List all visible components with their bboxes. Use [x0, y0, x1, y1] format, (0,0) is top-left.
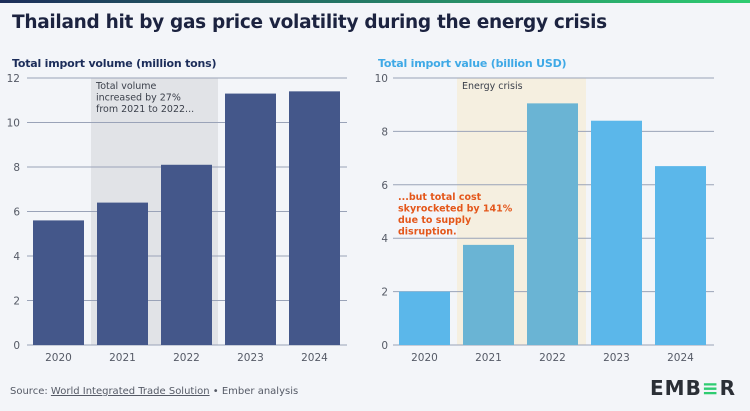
highlight-label: Energy crisis	[462, 81, 523, 92]
annotation-line: ...but total cost	[398, 192, 482, 203]
source-suffix: • Ember analysis	[212, 386, 299, 397]
annotation-line: increased by 27%	[96, 93, 181, 104]
source-prefix: Source:	[10, 386, 48, 397]
bar-2023	[591, 120, 642, 345]
annotation-line: disruption.	[398, 227, 457, 238]
y-tick-label: 12	[7, 73, 20, 85]
x-tick-label: 2022	[173, 352, 200, 364]
y-tick-label: 6	[13, 207, 20, 219]
bar-2024	[655, 166, 706, 345]
source-link[interactable]: World Integrated Trade Solution	[50, 386, 210, 397]
bar-2023	[225, 93, 276, 345]
top-accent-bar	[0, 0, 750, 3]
y-tick-label: 4	[381, 233, 388, 245]
y-tick-label: 0	[381, 340, 388, 352]
bar-2024	[289, 91, 340, 345]
y-tick-label: 10	[375, 73, 388, 85]
y-tick-label: 2	[13, 296, 20, 308]
bar-2021	[97, 202, 148, 345]
y-tick-label: 8	[381, 126, 388, 138]
y-tick-label: 10	[7, 118, 20, 130]
x-tick-label: 2021	[109, 352, 136, 364]
page-title: Thailand hit by gas price volatility dur…	[12, 12, 607, 33]
bar-2021	[463, 244, 514, 345]
x-tick-label: 2024	[301, 352, 328, 364]
bar-2022	[527, 103, 578, 346]
annotation-line: skyrocketed by 141%	[398, 204, 513, 215]
y-tick-label: 6	[381, 180, 388, 192]
left-chart-title: Total import volume (million tons)	[12, 57, 217, 70]
bar-2022	[161, 164, 212, 345]
x-tick-label: 2023	[237, 352, 264, 364]
x-tick-label: 2021	[475, 352, 502, 364]
x-tick-label: 2020	[45, 352, 72, 364]
right-chart-title: Total import value (billion USD)	[378, 57, 567, 70]
bar-2020	[33, 220, 84, 345]
annotation-line: from 2021 to 2022...	[96, 104, 194, 115]
y-tick-label: 8	[13, 162, 20, 174]
x-tick-label: 2020	[411, 352, 438, 364]
x-tick-label: 2024	[667, 352, 694, 364]
y-tick-label: 4	[13, 251, 20, 263]
source-note: Source: World Integrated Trade Solution …	[10, 386, 298, 397]
x-tick-label: 2023	[603, 352, 630, 364]
y-tick-label: 2	[381, 287, 388, 299]
y-tick-label: 0	[13, 340, 20, 352]
ember-logo: EMB≡R	[650, 376, 736, 400]
bar-2020	[399, 291, 450, 345]
annotation-line: due to supply	[398, 215, 472, 226]
annotation-line: Total volume	[95, 81, 157, 92]
x-tick-label: 2022	[539, 352, 566, 364]
